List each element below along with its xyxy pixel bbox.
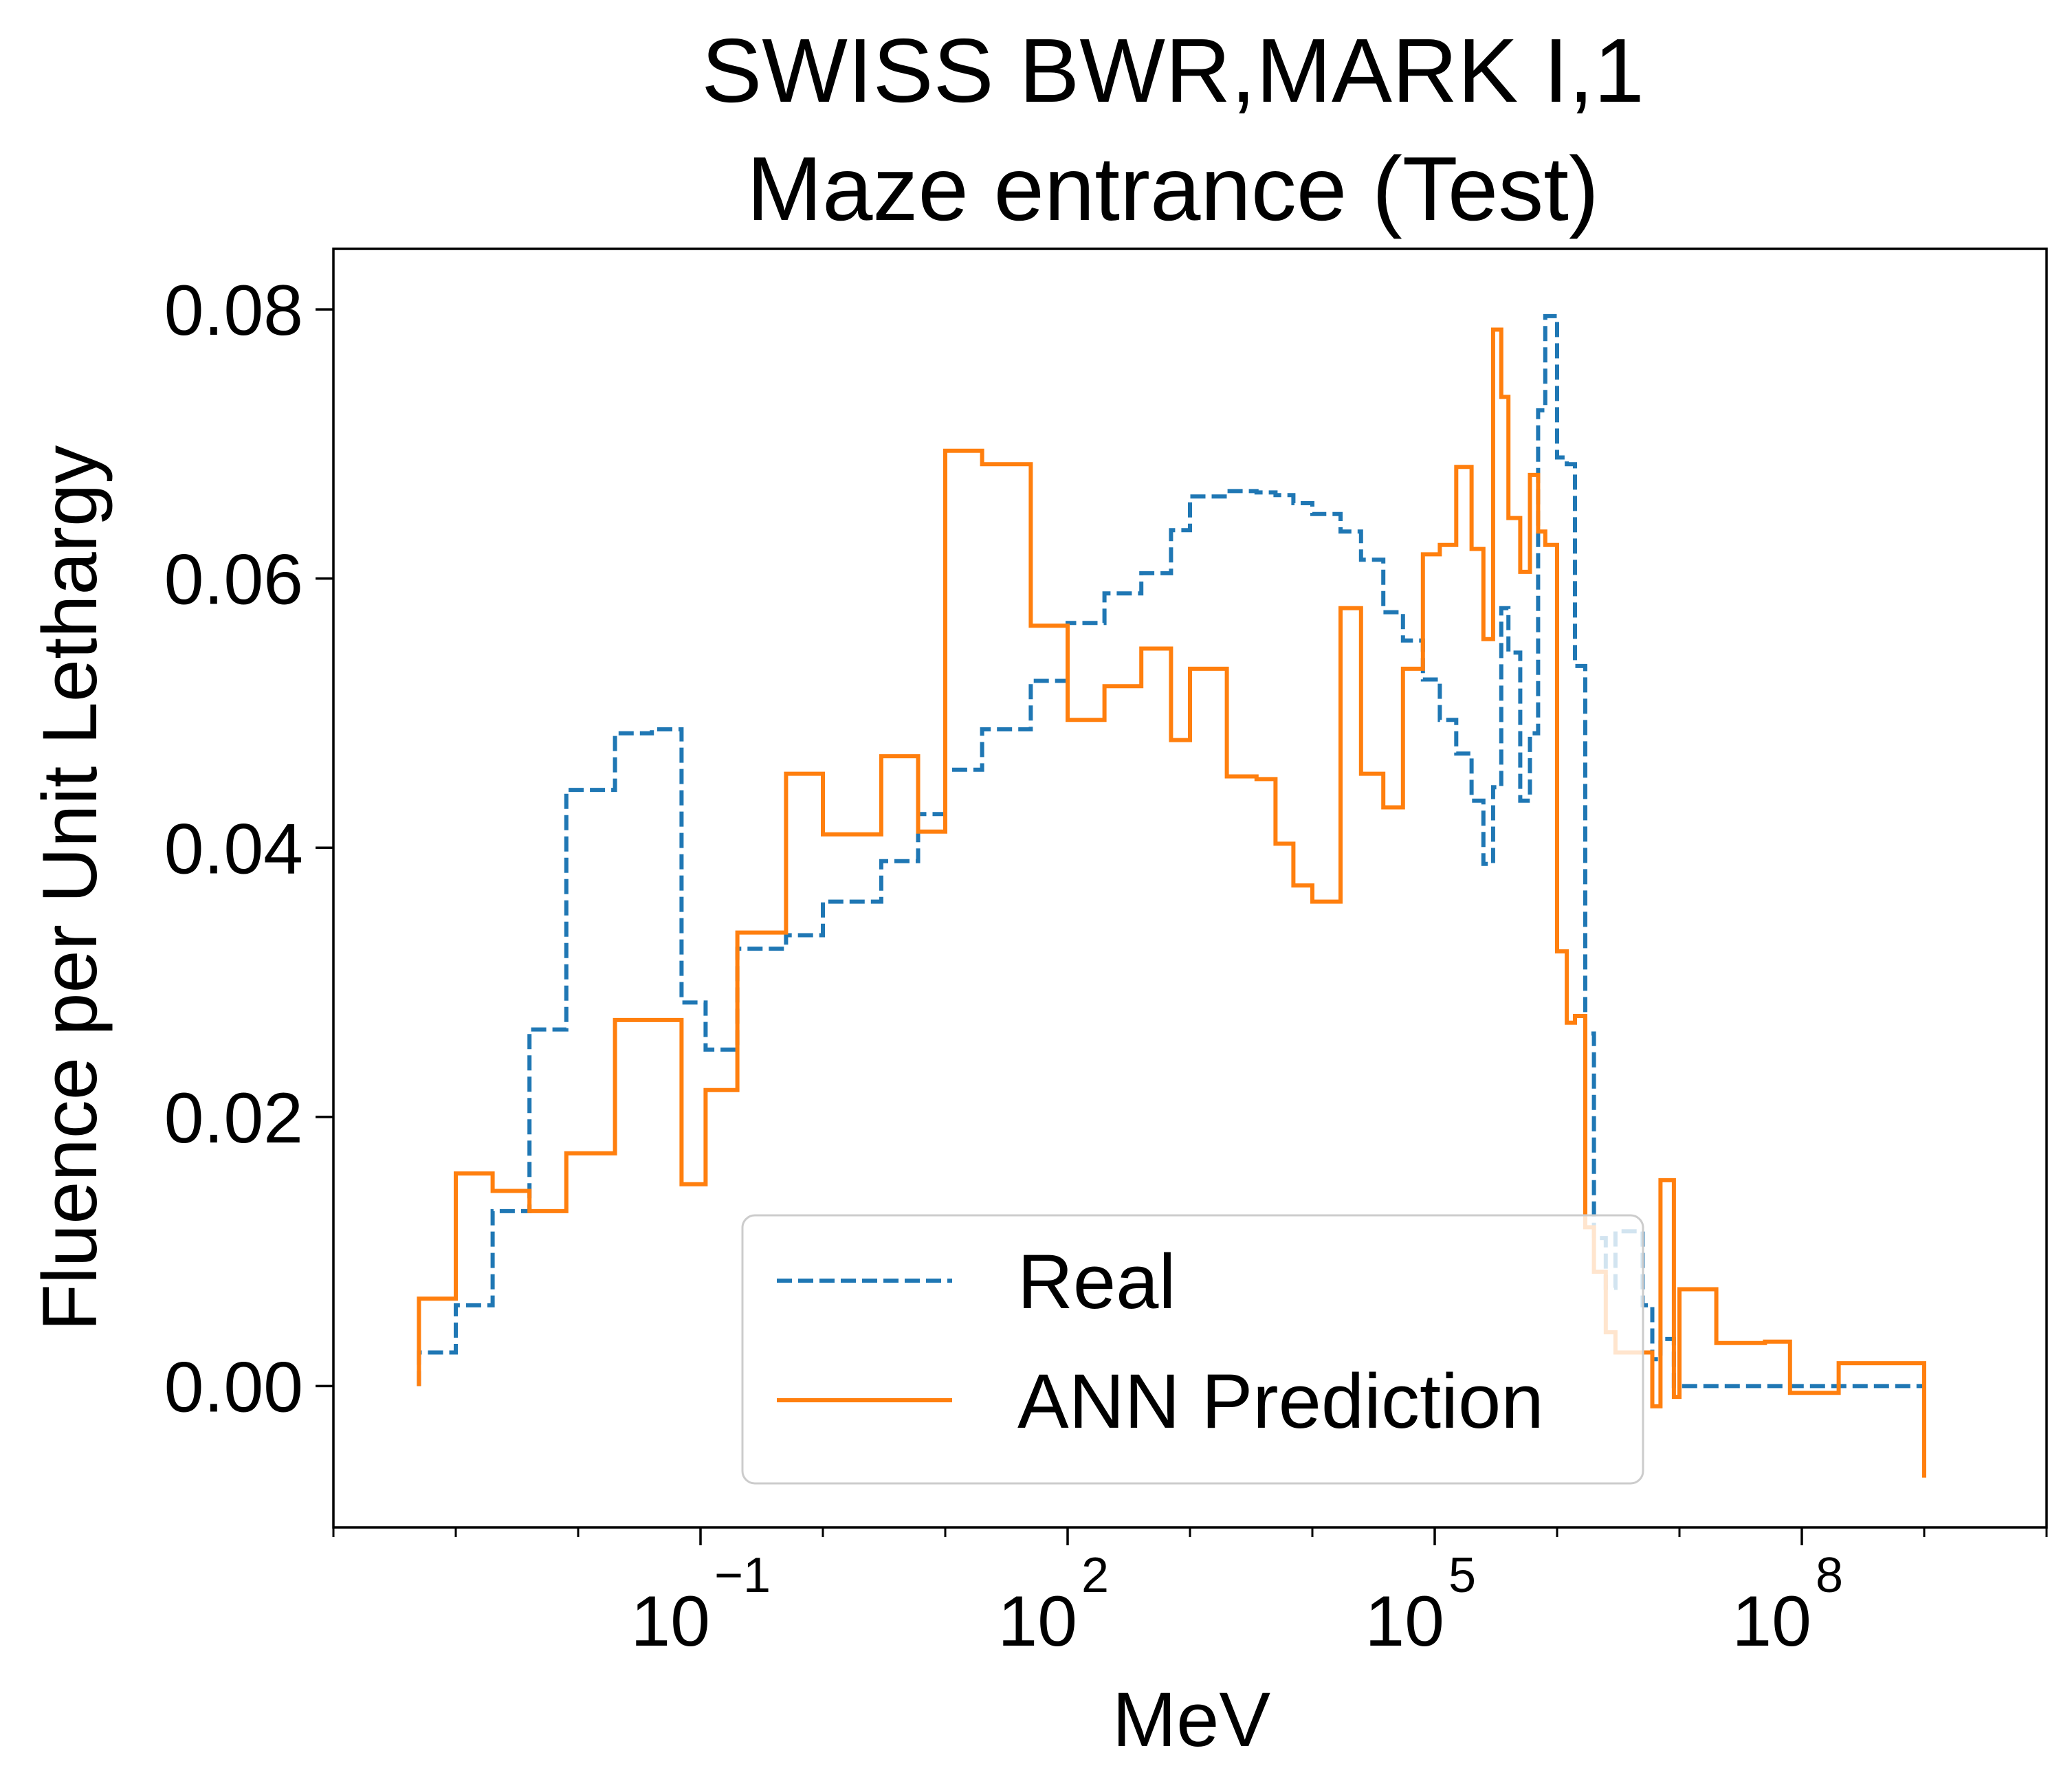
chart-title: SWISS BWR,MARK I,1 xyxy=(701,20,1644,121)
x-tick-label: 10 xyxy=(998,1582,1077,1661)
y-tick-label: 0.02 xyxy=(164,1079,303,1158)
x-tick-label: 10 xyxy=(1365,1582,1444,1661)
y-tick-label: 0.06 xyxy=(164,540,303,620)
series-line-ann-prediction xyxy=(417,327,1926,1478)
x-tick-label: 10 xyxy=(1732,1582,1811,1661)
y-tick-label: 0.00 xyxy=(164,1347,303,1427)
y-tick-label: 0.08 xyxy=(164,271,303,351)
y-tick-label: 0.04 xyxy=(164,809,303,889)
x-tick-exponent: 2 xyxy=(1081,1548,1109,1603)
y-axis-label: Fluence per Unit Lethargy xyxy=(27,445,113,1332)
y-axis: 0.00 0.02 0.04 0.06 0.08 xyxy=(164,271,333,1427)
legend-box xyxy=(741,1214,1644,1485)
legend-label-real: Real xyxy=(1017,1239,1176,1325)
chart-subtitle: Maze entrance (Test) xyxy=(747,138,1599,239)
x-tick-exponent: 8 xyxy=(1816,1548,1843,1603)
x-tick-exponent: −1 xyxy=(714,1548,771,1603)
legend-label-ann-prediction: ANN Prediction xyxy=(1017,1358,1544,1444)
x-axis-label: MeV xyxy=(1112,1677,1271,1763)
x-tick-exponent: 5 xyxy=(1448,1548,1476,1603)
legend: Real ANN Prediction xyxy=(741,1214,1644,1485)
x-tick-label: 10 xyxy=(630,1582,710,1661)
